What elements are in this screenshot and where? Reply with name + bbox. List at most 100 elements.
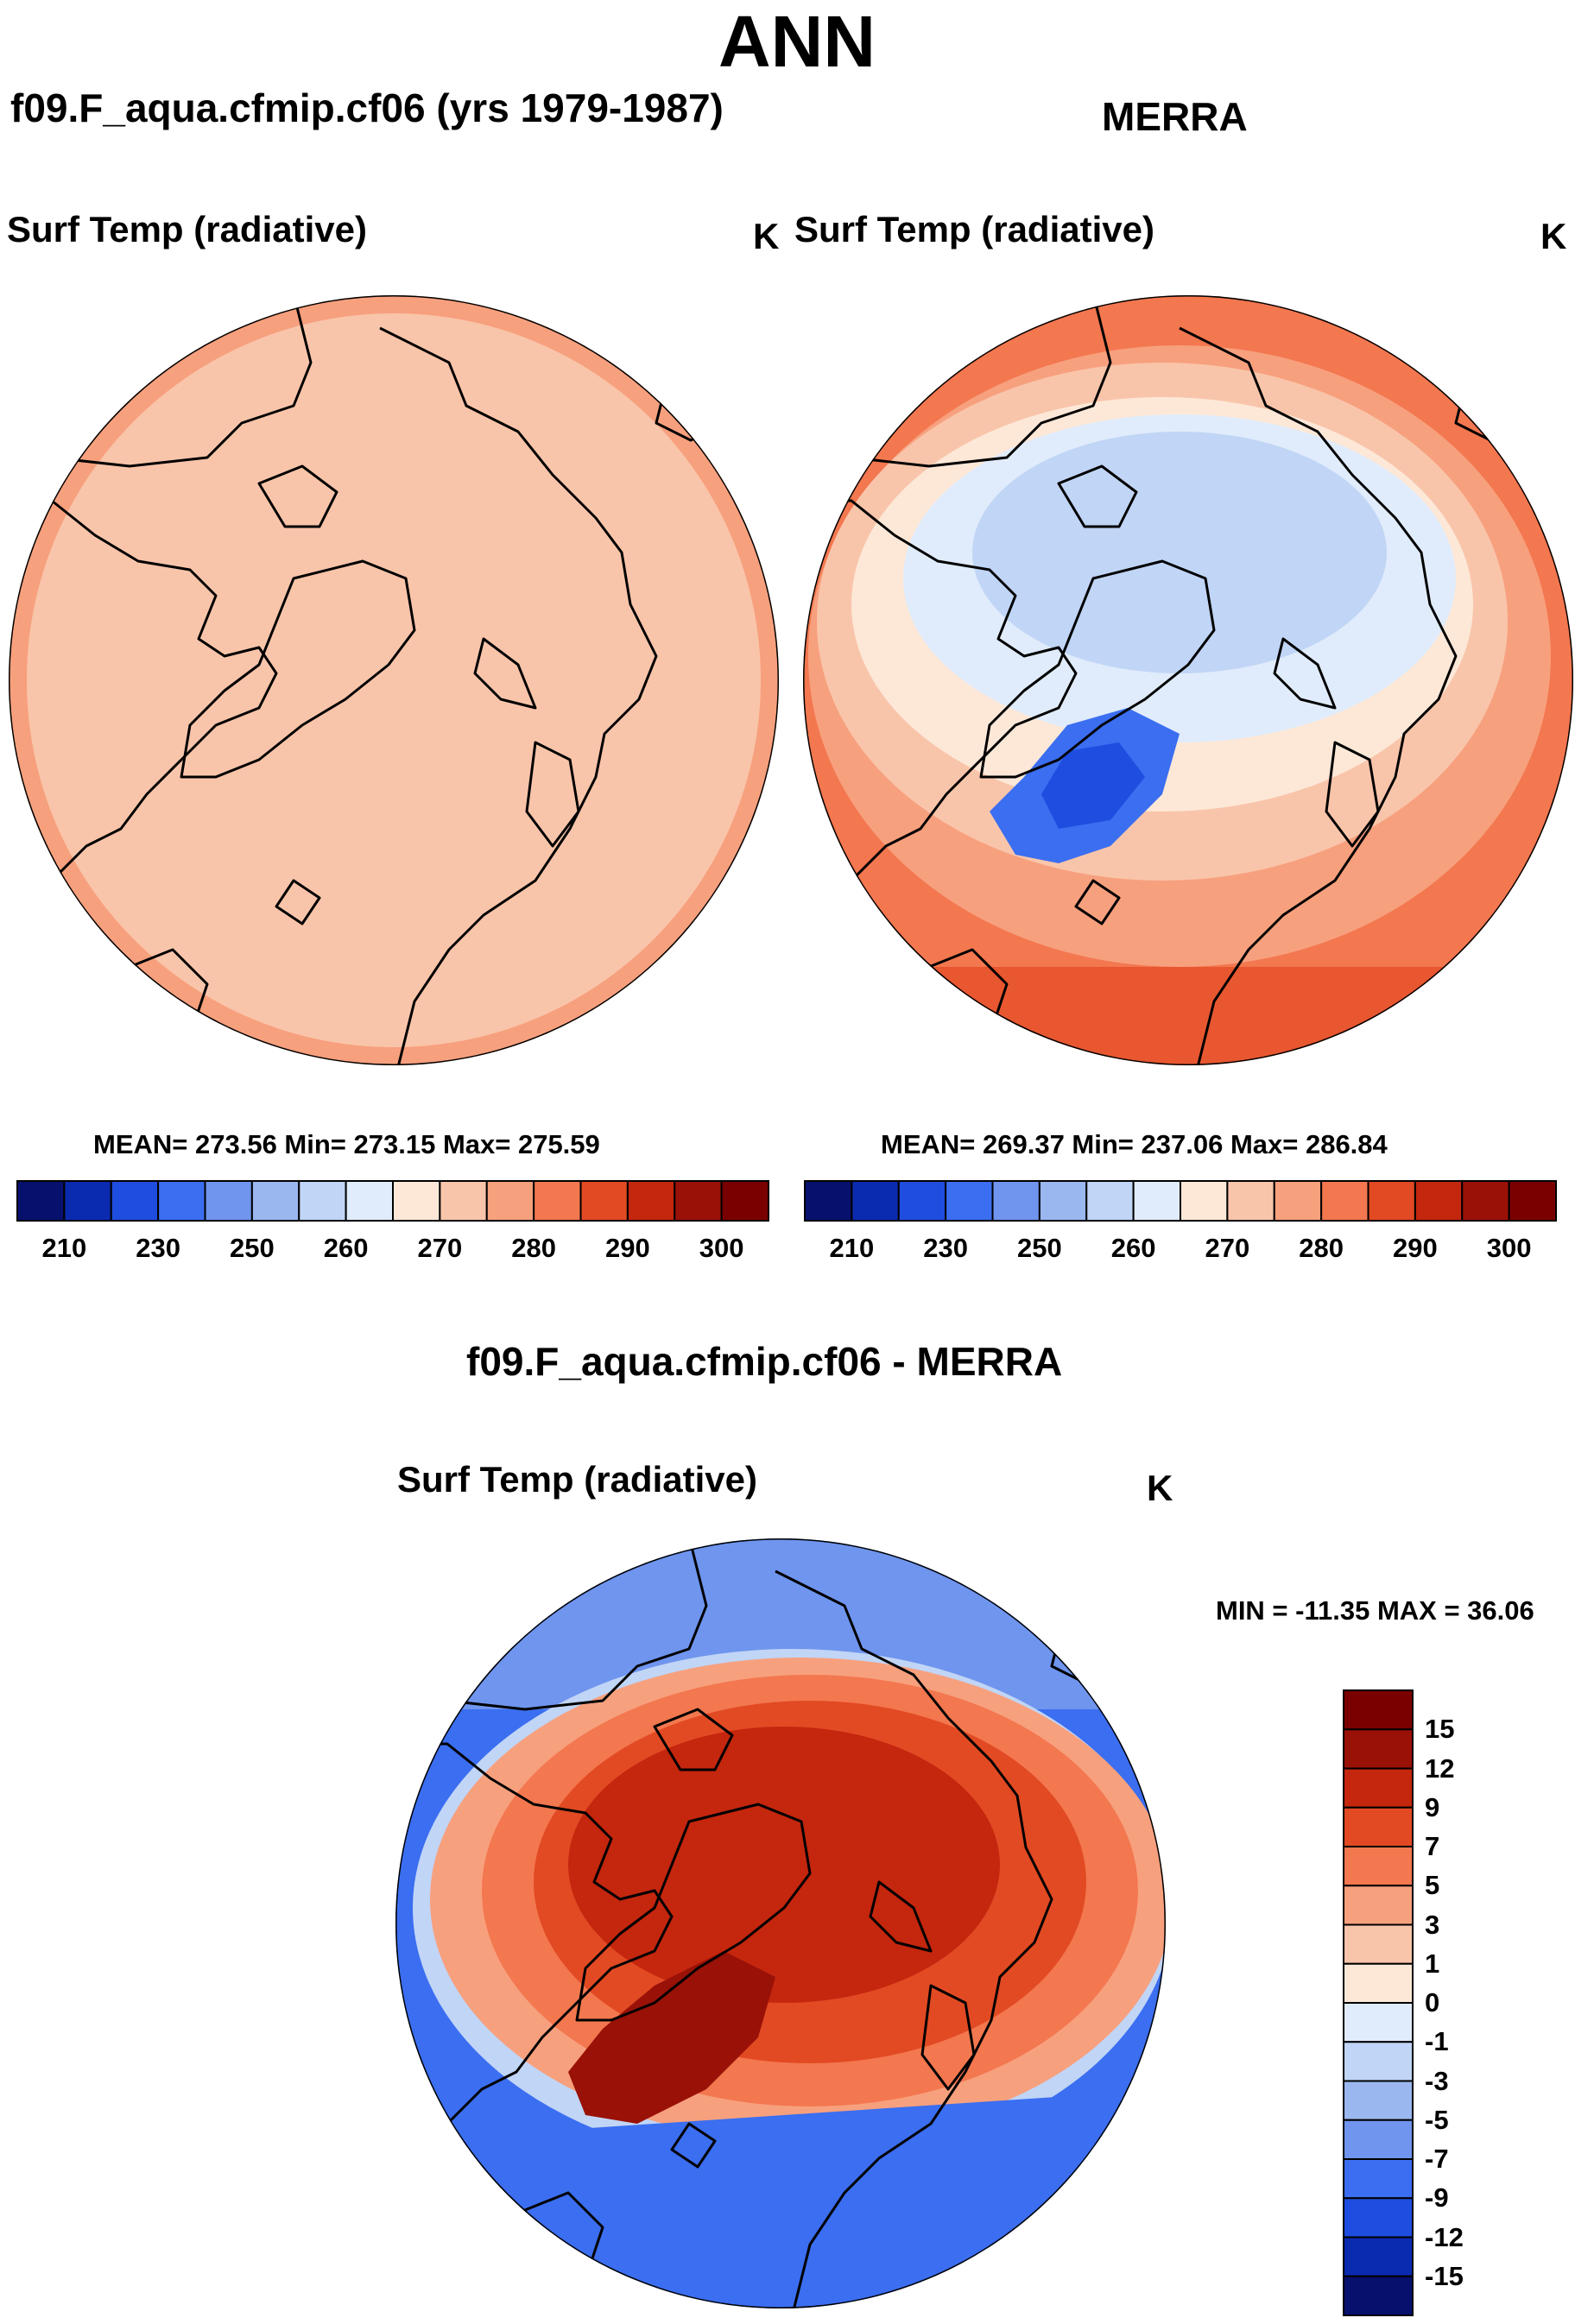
model-colorbar-swatch <box>439 1180 488 1222</box>
obs-colorbar-tick-label: 230 <box>923 1233 968 1263</box>
obs-polar-map <box>803 295 1573 1065</box>
model-colorbar-tick-label: 300 <box>699 1233 744 1263</box>
diff-colorbar-tick-label: -7 <box>1425 2144 1449 2174</box>
diff-colorbar-ticks: 15 12 9 7 5 3 1 0 -1 -3 -5 -7 -9 -12 -15 <box>1425 1690 1528 2315</box>
diff-colorbar-swatch <box>1343 2275 1414 2316</box>
diff-colorbar-tick-label: 7 <box>1425 1831 1440 1861</box>
obs-field-south <box>803 967 1573 1065</box>
diff-colorbar-tick-label: 0 <box>1425 1987 1440 2018</box>
diff-colorbar-tick-label: 15 <box>1425 1714 1455 1745</box>
diff-colorbar-tick-label: -12 <box>1425 2221 1464 2252</box>
obs-colorbar-swatch <box>1038 1180 1088 1222</box>
obs-colorbar-swatch <box>1180 1180 1229 1222</box>
diff-colorbar-swatch <box>1343 1846 1414 1887</box>
obs-colorbar <box>804 1180 1557 1222</box>
diff-colorbar <box>1343 1689 1414 2316</box>
model-colorbar-tick-label: 280 <box>511 1233 556 1263</box>
obs-colorbar-swatch <box>1367 1180 1416 1222</box>
model-stats: MEAN= 273.56 Min= 273.15 Max= 275.59 <box>93 1129 600 1159</box>
diff-colorbar-tick-label: -15 <box>1425 2260 1464 2291</box>
diff-colorbar-swatch <box>1343 2236 1414 2277</box>
model-colorbar-tick-label: 270 <box>417 1233 463 1263</box>
diff-colorbar-swatch <box>1343 1962 1414 2004</box>
obs-colorbar-tick-label: 290 <box>1393 1233 1438 1263</box>
diff-colorbar-swatch <box>1343 1689 1414 1731</box>
diff-field-ring-5 <box>568 1727 1000 2003</box>
diff-colorbar-tick-label: 3 <box>1425 1909 1440 1940</box>
obs-colorbar-swatch <box>945 1180 994 1222</box>
diff-colorbar-swatch <box>1343 2041 1414 2082</box>
obs-colorbar-swatch <box>1461 1180 1510 1222</box>
obs-colorbar-tick-label: 270 <box>1205 1233 1250 1263</box>
main-title: ANN <box>718 1 876 82</box>
obs-colorbar-swatch <box>1273 1180 1323 1222</box>
diff-stats: MIN = -11.35 MAX = 36.06 <box>1216 1595 1534 1626</box>
model-colorbar-swatch <box>392 1180 441 1222</box>
model-case-title: f09.F_aqua.cfmip.cf06 (yrs 1979-1987) <box>10 85 724 130</box>
model-colorbar-swatch <box>485 1180 535 1222</box>
diff-colorbar-swatch <box>1343 2197 1414 2239</box>
obs-colorbar-tick-label: 260 <box>1110 1233 1156 1263</box>
diff-colorbar-swatch <box>1343 1923 1414 1965</box>
model-colorbar-swatch <box>626 1180 676 1222</box>
diff-colorbar-swatch <box>1343 2080 1414 2121</box>
diff-polar-map <box>395 1538 1166 2308</box>
diff-colorbar-tick-label: -9 <box>1425 2182 1449 2213</box>
obs-colorbar-tick-label: 280 <box>1299 1233 1344 1263</box>
model-colorbar-ticks: 210 230 250 260 270 280 290 300 <box>17 1233 769 1267</box>
obs-units-label: K <box>1540 216 1567 256</box>
model-colorbar <box>16 1180 769 1222</box>
diff-colorbar-swatch <box>1343 2119 1414 2160</box>
model-colorbar-tick-label: 210 <box>41 1233 87 1263</box>
obs-coastlines <box>803 295 1544 1065</box>
model-colorbar-swatch <box>16 1180 66 1222</box>
diff-colorbar-swatch <box>1343 2002 1414 2043</box>
model-colorbar-tick-label: 290 <box>605 1233 650 1263</box>
model-colorbar-swatch <box>157 1180 206 1222</box>
obs-colorbar-swatch <box>851 1180 900 1222</box>
model-colorbar-tick-label: 260 <box>323 1233 369 1263</box>
obs-field-ring-5 <box>972 432 1387 673</box>
diff-colorbar-swatch <box>1343 1728 1414 1770</box>
obs-colorbar-swatch <box>1508 1180 1557 1222</box>
model-polar-map <box>9 295 779 1065</box>
obs-colorbar-tick-label: 300 <box>1486 1233 1532 1263</box>
model-colorbar-swatch <box>579 1180 629 1222</box>
model-colorbar-swatch <box>345 1180 394 1222</box>
model-field-interior <box>27 313 761 1047</box>
model-colorbar-swatch <box>204 1180 253 1222</box>
model-colorbar-tick-label: 230 <box>136 1233 180 1263</box>
diff-colorbar-swatch <box>1343 2158 1414 2200</box>
diff-greenland-warm <box>568 1951 775 2124</box>
obs-greenland-coldest <box>1041 742 1145 829</box>
obs-colorbar-tick-label: 250 <box>1017 1233 1062 1263</box>
diff-colorbar-swatch <box>1343 1767 1414 1809</box>
model-colorbar-swatch <box>533 1180 582 1222</box>
diff-colorbar-swatch <box>1343 1885 1414 1926</box>
diff-colorbar-tick-label: -5 <box>1425 2104 1449 2135</box>
obs-stats: MEAN= 269.37 Min= 237.06 Max= 286.84 <box>881 1129 1388 1159</box>
diff-colorbar-tick-label: 1 <box>1425 1948 1440 1979</box>
obs-colorbar-ticks: 210 230 250 260 270 280 290 300 <box>805 1233 1556 1267</box>
diff-colorbar-tick-label: 5 <box>1425 1870 1440 1901</box>
obs-colorbar-swatch <box>1320 1180 1369 1222</box>
diff-colorbar-tick-label: 12 <box>1425 1752 1455 1784</box>
diff-units-label: K <box>1147 1468 1173 1508</box>
diff-case-title: f09.F_aqua.cfmip.cf06 - MERRA <box>466 1339 1063 1384</box>
model-variable-label: Surf Temp (radiative) <box>7 209 367 249</box>
diff-colorbar-tick-label: -1 <box>1425 2026 1449 2057</box>
obs-colorbar-tick-label: 210 <box>829 1233 875 1263</box>
diff-colorbar-swatch <box>1343 1806 1414 1847</box>
model-colorbar-tick-label: 250 <box>230 1233 275 1263</box>
obs-colorbar-swatch <box>804 1180 853 1222</box>
obs-colorbar-swatch <box>991 1180 1041 1222</box>
model-colorbar-swatch <box>63 1180 112 1222</box>
model-colorbar-swatch <box>720 1180 769 1222</box>
model-colorbar-swatch <box>298 1180 347 1222</box>
obs-colorbar-swatch <box>897 1180 947 1222</box>
obs-colorbar-swatch <box>1132 1180 1181 1222</box>
model-units-label: K <box>753 216 780 256</box>
model-colorbar-swatch <box>250 1180 300 1222</box>
obs-colorbar-swatch <box>1085 1180 1135 1222</box>
obs-variable-label: Surf Temp (radiative) <box>794 209 1154 249</box>
